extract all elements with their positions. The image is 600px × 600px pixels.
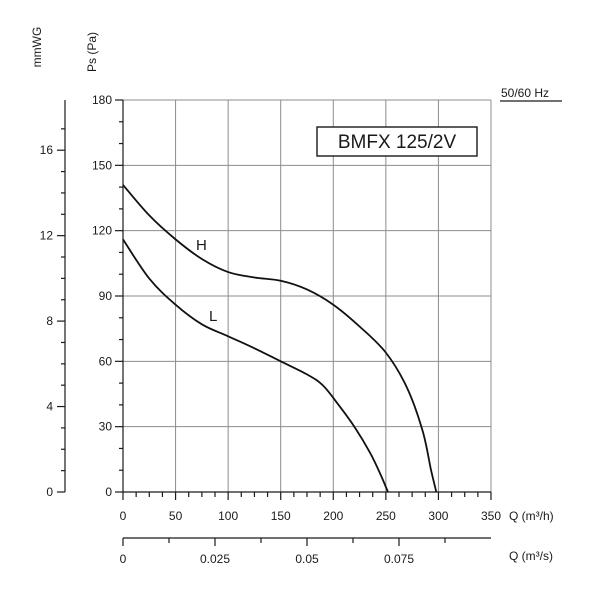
x-tick-label: 250 bbox=[376, 509, 396, 523]
model-label-box: BMFX 125/2V bbox=[316, 126, 478, 157]
axes bbox=[57, 99, 492, 546]
curve-l bbox=[122, 238, 389, 493]
curve-label-l: L bbox=[209, 308, 217, 325]
x2-tick-label: 0.075 bbox=[384, 552, 414, 566]
curve-h bbox=[122, 184, 438, 493]
y-tick-label: 30 bbox=[99, 420, 113, 434]
grid-lines bbox=[123, 99, 492, 492]
x-tick-label: 300 bbox=[428, 509, 448, 523]
x2-tick-label: 0.025 bbox=[200, 552, 230, 566]
y2-axis-title: mmWG bbox=[30, 27, 44, 68]
svg-text:50/60 Hz: 50/60 Hz bbox=[501, 86, 549, 100]
y2-tick-label: 0 bbox=[46, 485, 53, 499]
y-tick-label: 120 bbox=[92, 224, 112, 238]
x2-tick-label: 0.05 bbox=[295, 552, 319, 566]
y-tick-label: 90 bbox=[99, 289, 113, 303]
x-tick-label: 350 bbox=[481, 509, 501, 523]
x-tick-label: 100 bbox=[218, 509, 238, 523]
x2-tick-label: 0 bbox=[120, 552, 127, 566]
x-tick-label: 150 bbox=[271, 509, 291, 523]
frequency-label: 50/60 Hz bbox=[500, 86, 562, 102]
x2-axis-title: Q (m³/s) bbox=[509, 549, 553, 563]
x-tick-label: 0 bbox=[120, 509, 127, 523]
y2-tick-label: 12 bbox=[40, 229, 54, 243]
y-tick-label: 150 bbox=[92, 158, 112, 172]
svg-text:BMFX 125/2V: BMFX 125/2V bbox=[338, 132, 457, 153]
y2-tick-label: 8 bbox=[46, 314, 53, 328]
x-tick-label: 50 bbox=[169, 509, 183, 523]
x-tick-label: 200 bbox=[323, 509, 343, 523]
y-tick-label: 180 bbox=[92, 93, 112, 107]
performance-curves bbox=[122, 184, 438, 493]
y-axis-title: Ps (Pa) bbox=[85, 32, 99, 72]
curve-label-h: H bbox=[196, 237, 207, 254]
y-tick-label: 60 bbox=[99, 354, 113, 368]
y2-tick-label: 4 bbox=[46, 400, 53, 414]
x-axis-title: Q (m³/h) bbox=[509, 509, 554, 523]
y-tick-label: 0 bbox=[105, 485, 112, 499]
y2-tick-label: 16 bbox=[40, 143, 54, 157]
